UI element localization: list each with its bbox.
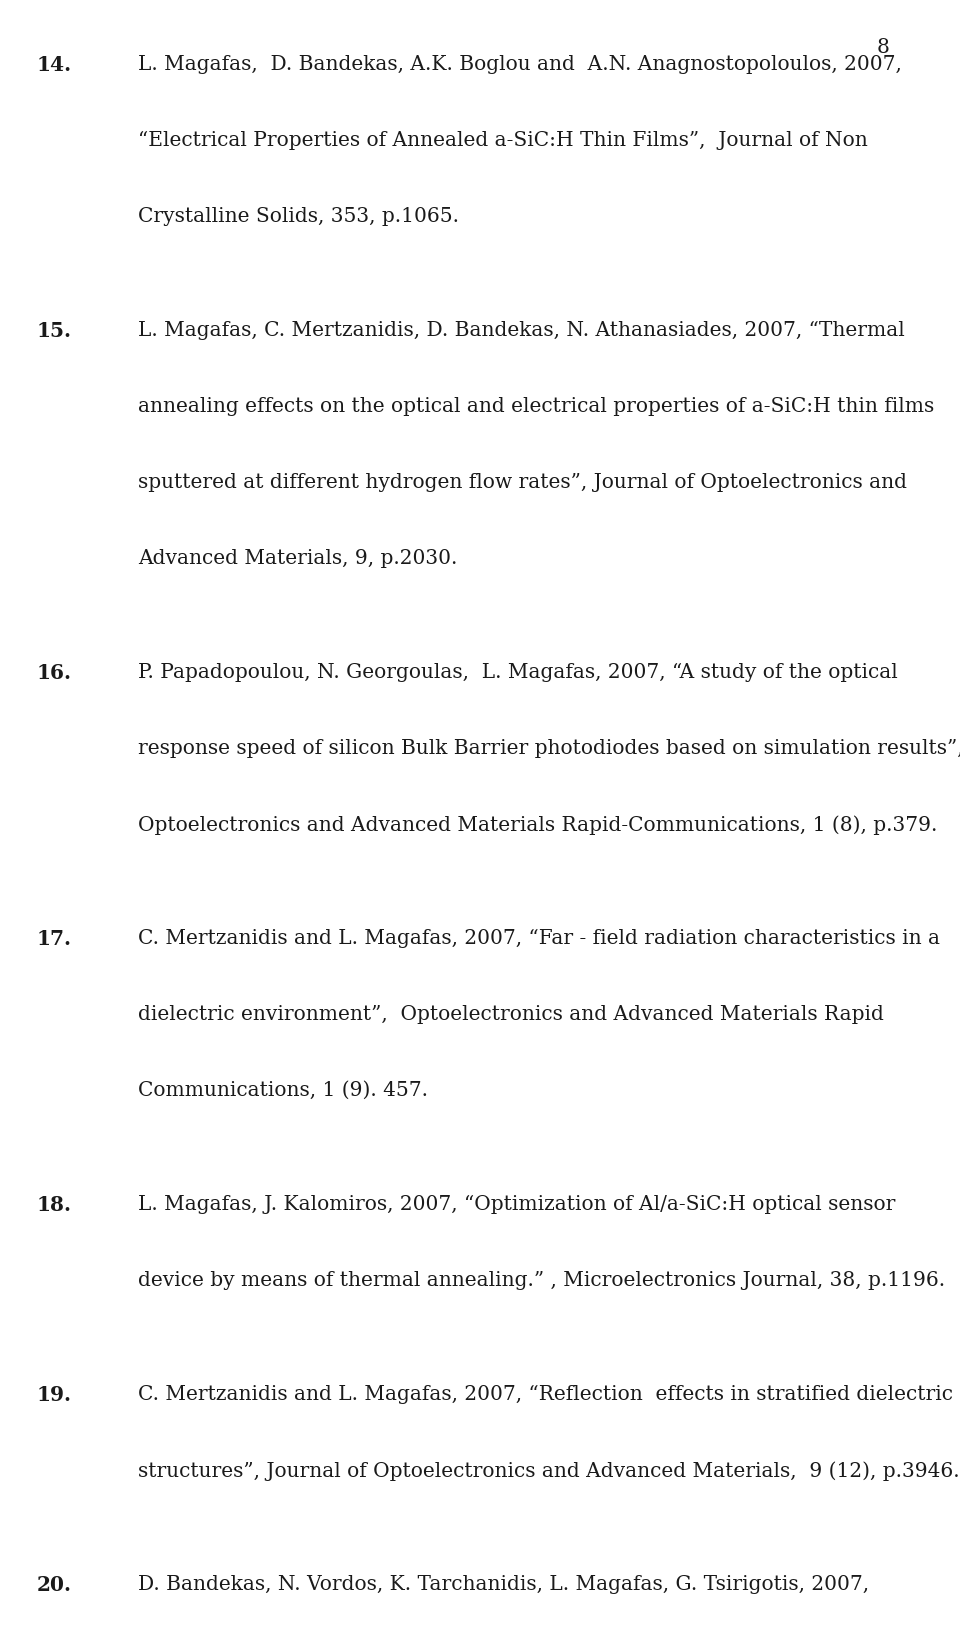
Text: dielectric environment”,  Optoelectronics and Advanced Materials Rapid: dielectric environment”, Optoelectronics…	[138, 1005, 884, 1025]
Text: C. Mertzanidis and L. Magafas, 2007, “Reflection  effects in stratified dielectr: C. Mertzanidis and L. Magafas, 2007, “Re…	[138, 1386, 953, 1404]
Text: 19.: 19.	[37, 1386, 72, 1405]
Text: annealing effects on the optical and electrical properties of a-SiC:H thin films: annealing effects on the optical and ele…	[138, 397, 934, 417]
Text: P. Papadopoulou, N. Georgoulas,  L. Magafas, 2007, “A study of the optical: P. Papadopoulou, N. Georgoulas, L. Magaf…	[138, 663, 898, 681]
Text: 15.: 15.	[37, 320, 72, 342]
Text: Optoelectronics and Advanced Materials Rapid-Communications, 1 (8), p.379.: Optoelectronics and Advanced Materials R…	[138, 815, 937, 835]
Text: Advanced Materials, 9, p.2030.: Advanced Materials, 9, p.2030.	[138, 549, 457, 569]
Text: device by means of thermal annealing.” , Microelectronics Journal, 38, p.1196.: device by means of thermal annealing.” ,…	[138, 1271, 946, 1289]
Text: Communications, 1 (9). 457.: Communications, 1 (9). 457.	[138, 1082, 428, 1100]
Text: sputtered at different hydrogen flow rates”, Journal of Optoelectronics and: sputtered at different hydrogen flow rat…	[138, 472, 907, 492]
Text: 17.: 17.	[37, 930, 72, 949]
Text: L. Magafas, J. Kalomiros, 2007, “Optimization of Al/a-SiC:H optical sensor: L. Magafas, J. Kalomiros, 2007, “Optimiz…	[138, 1194, 896, 1214]
Text: 14.: 14.	[36, 56, 72, 75]
Text: response speed of silicon Bulk Barrier photodiodes based on simulation results”,: response speed of silicon Bulk Barrier p…	[138, 739, 960, 758]
Text: L. Magafas,  D. Bandekas, A.K. Boglou and  A.N. Anagnostopoloulos, 2007,: L. Magafas, D. Bandekas, A.K. Boglou and…	[138, 56, 901, 74]
Text: D. Bandekas, N. Vordos, K. Tarchanidis, L. Magafas, G. Tsirigotis, 2007,: D. Bandekas, N. Vordos, K. Tarchanidis, …	[138, 1575, 869, 1595]
Text: 16.: 16.	[37, 663, 72, 683]
Text: structures”, Journal of Optoelectronics and Advanced Materials,  9 (12), p.3946.: structures”, Journal of Optoelectronics …	[138, 1461, 960, 1480]
Text: 20.: 20.	[37, 1575, 72, 1595]
Text: Crystalline Solids, 353, p.1065.: Crystalline Solids, 353, p.1065.	[138, 208, 459, 225]
Text: 8: 8	[877, 38, 890, 57]
Text: L. Magafas, C. Mertzanidis, D. Bandekas, N. Athanasiades, 2007, “Thermal: L. Magafas, C. Mertzanidis, D. Bandekas,…	[138, 320, 904, 340]
Text: C. Mertzanidis and L. Magafas, 2007, “Far - field radiation characteristics in a: C. Mertzanidis and L. Magafas, 2007, “Fa…	[138, 930, 940, 948]
Text: “Electrical Properties of Annealed a-SiC:H Thin Films”,  Journal of Non: “Electrical Properties of Annealed a-SiC…	[138, 131, 868, 150]
Text: 18.: 18.	[37, 1194, 72, 1216]
